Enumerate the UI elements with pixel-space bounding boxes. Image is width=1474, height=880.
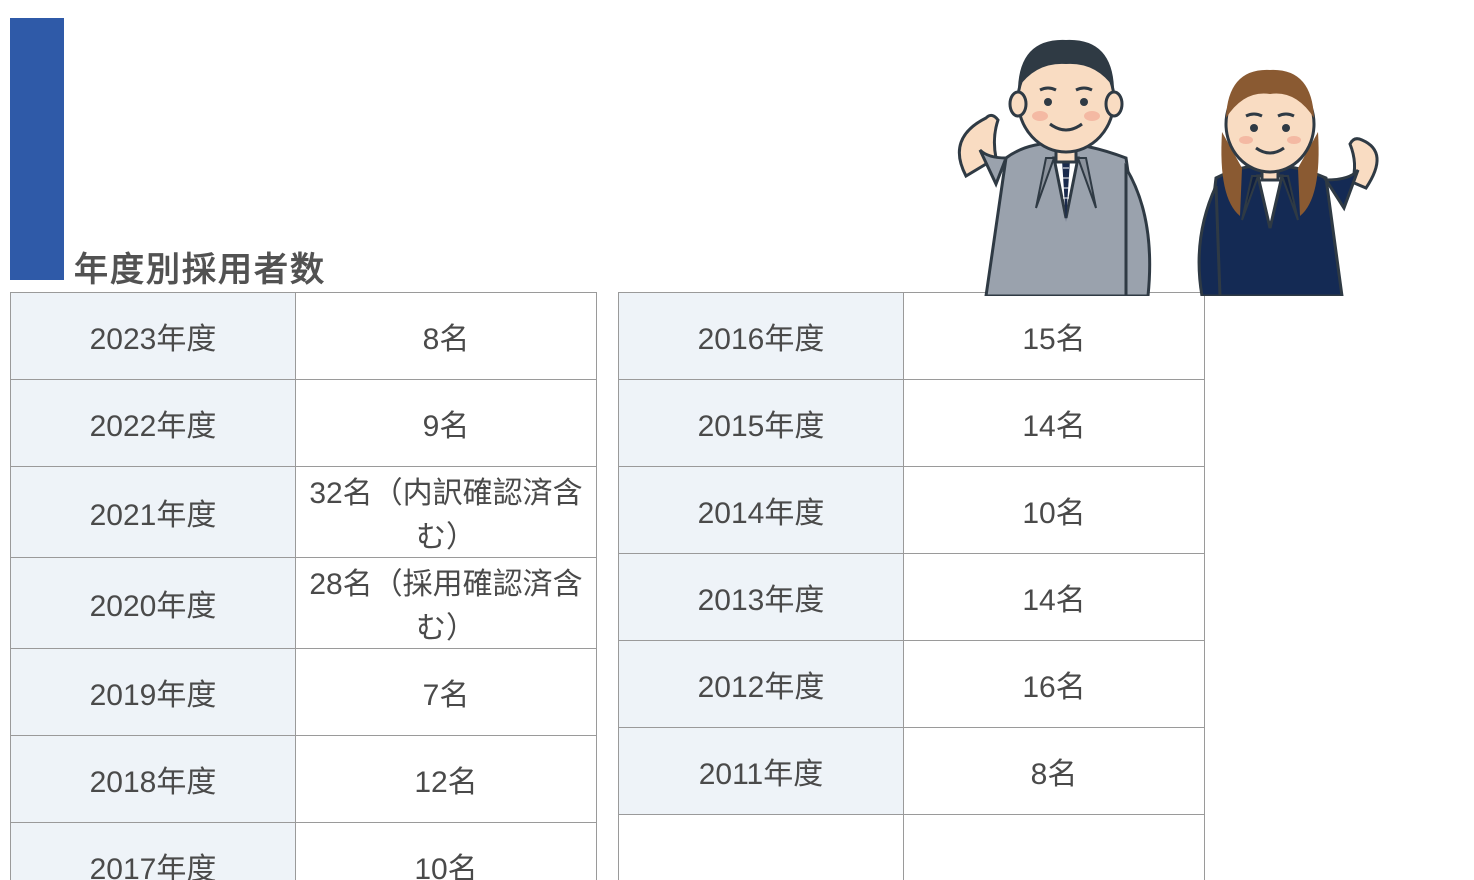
value-cell: 8名 [296, 293, 597, 380]
table-row: 2014年度10名 [619, 467, 1205, 554]
table-row: 2012年度16名 [619, 641, 1205, 728]
year-cell: 2018年度 [11, 736, 296, 823]
year-cell: 2020年度 [11, 558, 296, 649]
section-heading: 年度別採用者数 [74, 242, 326, 291]
table-row: 2019年度7名 [11, 649, 597, 736]
table-row: 2017年度10名 [11, 823, 597, 880]
value-cell: 10名 [904, 467, 1205, 554]
value-cell: 9名 [296, 380, 597, 467]
year-cell: 2023年度 [11, 293, 296, 380]
year-cell: 2022年度 [11, 380, 296, 467]
year-cell: 2015年度 [619, 380, 904, 467]
year-cell: 2017年度 [11, 823, 296, 880]
value-cell [904, 815, 1205, 880]
man-figure [959, 40, 1149, 296]
year-cell [619, 815, 904, 880]
table-row: 2016年度15名 [619, 293, 1205, 380]
table-row: 2022年度9名 [11, 380, 597, 467]
table-row [619, 815, 1205, 880]
table-row: 2023年度8名 [11, 293, 597, 380]
value-cell: 15名 [904, 293, 1205, 380]
value-cell: 28名（採用確認済含む） [296, 558, 597, 649]
hires-table-left: 2023年度8名 2022年度9名 2021年度32名（内訳確認済含む） 202… [10, 292, 597, 880]
value-cell: 10名 [296, 823, 597, 880]
table-row: 2015年度14名 [619, 380, 1205, 467]
table-row: 2018年度12名 [11, 736, 597, 823]
year-cell: 2011年度 [619, 728, 904, 815]
value-cell: 14名 [904, 554, 1205, 641]
value-cell: 8名 [904, 728, 1205, 815]
value-cell: 7名 [296, 649, 597, 736]
year-cell: 2021年度 [11, 467, 296, 558]
value-cell: 14名 [904, 380, 1205, 467]
page-root: 年度別採用者数 2023年度8名 2022年度9名 2021年度32名（内訳確認… [0, 0, 1474, 880]
year-cell: 2013年度 [619, 554, 904, 641]
table-row: 2013年度14名 [619, 554, 1205, 641]
woman-figure [1199, 70, 1377, 296]
value-cell: 32名（内訳確認済含む） [296, 467, 597, 558]
value-cell: 12名 [296, 736, 597, 823]
accent-bar [10, 18, 64, 280]
people-illustration [896, 8, 1416, 296]
people-svg [896, 8, 1416, 296]
hires-table-right: 2016年度15名 2015年度14名 2014年度10名 2013年度14名 … [618, 292, 1205, 880]
year-cell: 2014年度 [619, 467, 904, 554]
year-cell: 2016年度 [619, 293, 904, 380]
table-row: 2020年度28名（採用確認済含む） [11, 558, 597, 649]
year-cell: 2019年度 [11, 649, 296, 736]
year-cell: 2012年度 [619, 641, 904, 728]
table-row: 2021年度32名（内訳確認済含む） [11, 467, 597, 558]
value-cell: 16名 [904, 641, 1205, 728]
table-row: 2011年度8名 [619, 728, 1205, 815]
